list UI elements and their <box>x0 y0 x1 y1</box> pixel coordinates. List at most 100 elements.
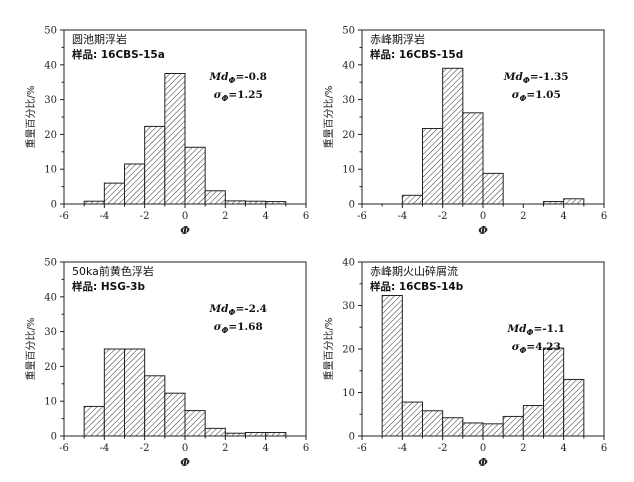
y-tick-label: 30 <box>342 95 355 106</box>
y-axis-label: 重量百分比/% <box>322 318 335 381</box>
x-tick-label: 4 <box>560 443 566 454</box>
sorting-stat: σΦ=4.23 <box>512 341 561 355</box>
sorting-stat: σΦ=1.05 <box>512 89 561 103</box>
median-value: =-1.1 <box>533 323 564 335</box>
sorting-value: =1.68 <box>228 321 262 333</box>
x-axis-label: Φ <box>180 456 190 469</box>
x-axis-label: Φ <box>180 224 190 237</box>
sample-label: 样品: HSG-3b <box>72 280 145 293</box>
median-stat: MdΦ=-1.35 <box>503 71 569 85</box>
sample-label: 样品: 16CBS-15d <box>370 48 463 61</box>
median-value: =-2.4 <box>235 303 266 315</box>
stat-subscript: Φ <box>527 327 534 337</box>
histogram-bar <box>422 127 444 205</box>
histogram-bar <box>265 432 287 437</box>
x-tick-label: 2 <box>222 211 228 222</box>
stat-subscript: Φ <box>221 325 228 335</box>
sorting-value: =1.05 <box>526 89 560 101</box>
stat-symbol: σ <box>214 321 222 333</box>
histogram-bar <box>401 401 424 437</box>
x-tick-label: -2 <box>140 443 150 454</box>
x-tick-label: 4 <box>560 211 566 222</box>
histogram-bar <box>502 415 524 437</box>
x-tick-label: -4 <box>397 443 407 454</box>
y-tick-label: 30 <box>342 301 355 312</box>
stat-symbol: Md <box>209 71 230 83</box>
chart-title: 50ka前黄色浮岩 <box>72 264 154 278</box>
stat-subscript: Φ <box>229 75 236 85</box>
x-tick-label: -6 <box>59 443 69 454</box>
x-tick-label: 4 <box>262 211 268 222</box>
histogram-bar <box>83 405 105 437</box>
histogram-bar <box>442 67 464 205</box>
stat-subscript: Φ <box>519 345 526 355</box>
sorting-value: =4.23 <box>526 341 560 353</box>
x-tick-label: 2 <box>222 443 228 454</box>
chart-panel-3: -6 -4 -2 0 2 4 6 0 10 20 30 40 50 Φ 重量百分比/% 50ka前黄色浮岩样品… <box>24 258 309 470</box>
x-axis-label: Φ <box>478 224 488 237</box>
y-tick-label: 20 <box>44 130 57 141</box>
chart-title: 圆池期浮岩 <box>72 32 127 46</box>
y-tick-label: 20 <box>342 345 355 356</box>
median-value: =-0.8 <box>235 71 266 83</box>
y-tick-label: 20 <box>342 130 355 141</box>
stat-subscript: Φ <box>523 75 530 85</box>
y-axis-label: 重量百分比/% <box>24 318 37 381</box>
stat-subscript: Φ <box>221 93 228 103</box>
median-stat: MdΦ=-2.4 <box>209 303 267 317</box>
histogram-bar <box>204 190 226 205</box>
histogram-bar <box>543 347 565 437</box>
sample-label: 样品: 16CBS-14b <box>370 280 464 293</box>
x-tick-label: -6 <box>357 443 367 454</box>
histogram-bar <box>381 294 403 437</box>
median-stat: MdΦ=-0.8 <box>209 71 267 85</box>
x-tick-label: -6 <box>357 211 367 222</box>
stat-subscript: Φ <box>519 93 526 103</box>
y-tick-label: 0 <box>51 200 57 211</box>
histogram-bar <box>482 423 504 437</box>
x-tick-label: 6 <box>601 443 607 454</box>
histogram-bar <box>144 375 166 437</box>
histogram-bar <box>442 417 464 437</box>
histogram-bar <box>103 348 126 437</box>
histogram-bar <box>245 432 267 437</box>
stat-symbol: σ <box>512 89 520 101</box>
median-value: =-1.35 <box>530 71 569 83</box>
y-tick-label: 50 <box>342 26 355 37</box>
y-tick-label: 40 <box>44 60 57 71</box>
x-tick-label: -2 <box>438 211 448 222</box>
y-tick-label: 0 <box>349 200 355 211</box>
y-tick-label: 0 <box>349 432 355 443</box>
x-tick-label: 0 <box>480 211 486 222</box>
sorting-stat: σΦ=1.25 <box>214 89 263 103</box>
histogram-bar <box>482 172 504 205</box>
histogram-bar <box>144 125 166 205</box>
stat-symbol: Md <box>503 71 524 83</box>
median-stat: MdΦ=-1.1 <box>507 323 565 337</box>
y-tick-label: 20 <box>44 362 57 373</box>
x-tick-label: 4 <box>262 443 268 454</box>
sorting-value: =1.25 <box>228 89 262 101</box>
y-tick-label: 40 <box>342 258 355 269</box>
y-tick-label: 40 <box>44 292 57 303</box>
x-tick-label: 0 <box>480 443 486 454</box>
histogram-bar <box>422 410 444 437</box>
stat-symbol: Md <box>209 303 230 315</box>
x-tick-label: 6 <box>303 211 309 222</box>
y-axis-label: 重量百分比/% <box>322 86 335 149</box>
histogram-bar <box>563 198 585 205</box>
x-tick-label: 0 <box>182 443 188 454</box>
x-tick-label: -2 <box>438 443 448 454</box>
histogram-bar <box>462 112 484 205</box>
histogram-bar <box>563 378 585 437</box>
x-tick-label: 6 <box>601 211 607 222</box>
histogram-bar <box>164 73 186 205</box>
y-axis-label: 重量百分比/% <box>24 86 37 149</box>
chart-title: 赤峰期浮岩 <box>370 32 425 46</box>
histogram-bar <box>124 163 146 205</box>
histogram-bar <box>522 405 544 437</box>
stat-symbol: Md <box>507 323 528 335</box>
